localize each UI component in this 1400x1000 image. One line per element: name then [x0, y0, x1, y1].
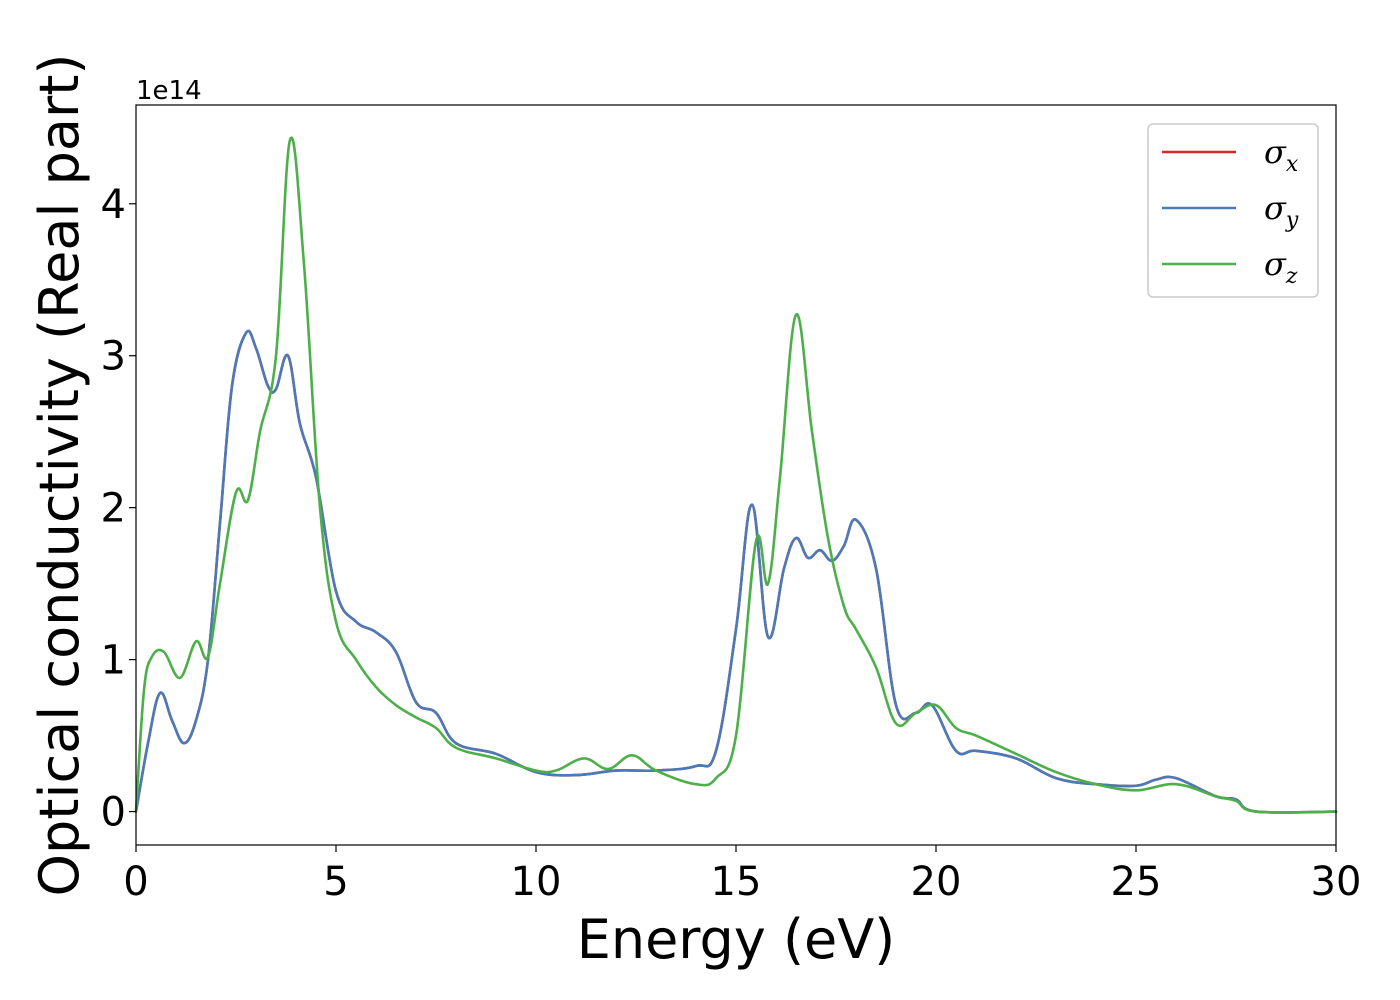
series-line-sigma-z: [134, 136, 1338, 814]
x-tick-label: 0: [123, 859, 148, 905]
series-layer: [134, 136, 1338, 814]
legend: σx σy σz: [1147, 123, 1319, 298]
x-tick-label: 20: [911, 859, 962, 905]
y-tick-label: 2: [101, 486, 126, 532]
x-tick-label: 15: [711, 859, 762, 905]
x-tick-label: 30: [1311, 859, 1362, 905]
legend-label-sigma-z: σz: [1264, 245, 1298, 289]
x-tick-label: 5: [323, 859, 348, 905]
y-tick-label: 4: [101, 182, 126, 228]
x-axis-label: Energy (eV): [577, 908, 896, 971]
series-line-sigma-y: [134, 329, 1338, 814]
x-tick-label: 10: [511, 859, 562, 905]
x-tick-label: 25: [1111, 859, 1162, 905]
legend-box: [1147, 123, 1319, 298]
y-axis-ticks: 0 1 2 3 4: [101, 182, 136, 836]
plot-area: [136, 105, 1336, 845]
y-tick-label: 0: [101, 790, 126, 836]
x-axis-ticks: 0 5 10 15 20 25 30: [123, 845, 1361, 905]
y-tick-label: 1: [101, 638, 126, 684]
legend-label-sigma-x: σx: [1264, 133, 1299, 177]
y-axis-label: Optical conductivity (Real part): [28, 54, 91, 897]
y-offset-label: 1e14: [136, 76, 202, 106]
y-tick-label: 3: [101, 334, 126, 380]
legend-label-sigma-y: σy: [1264, 189, 1299, 233]
